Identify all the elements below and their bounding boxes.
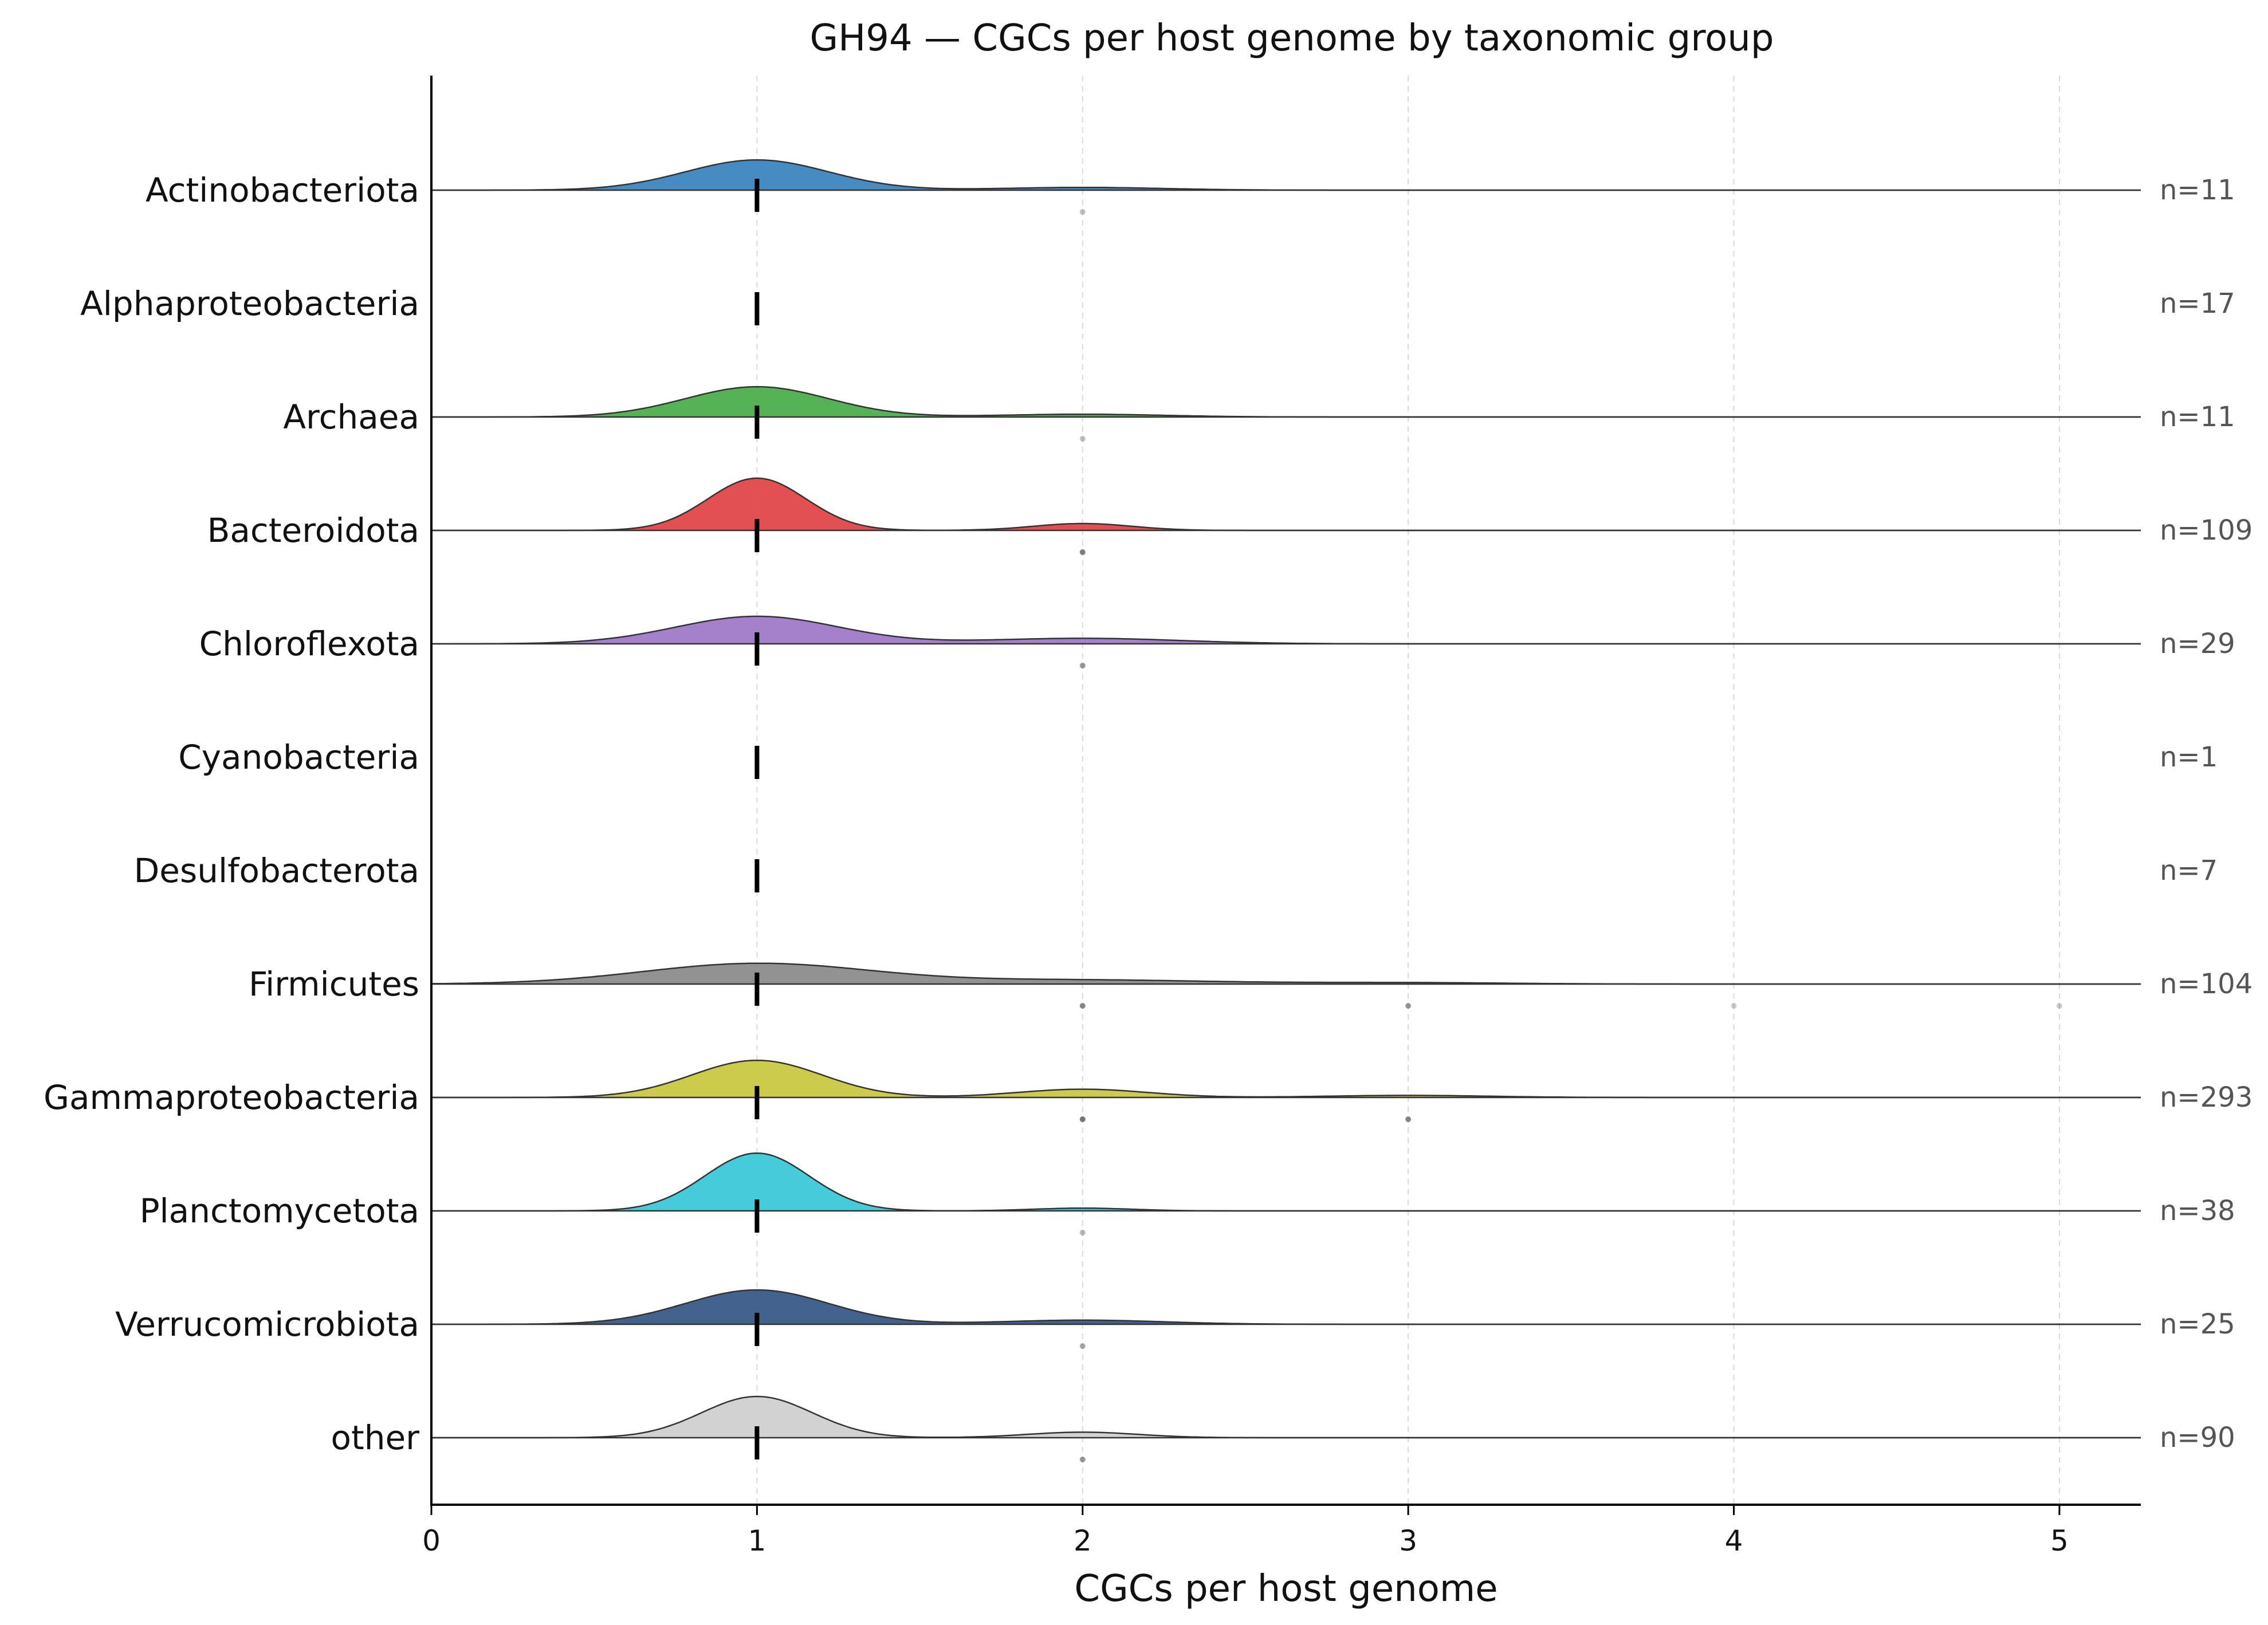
ridge-gammaproteobacteria: Gammaproteobacteria n=293 (44, 1059, 2253, 1122)
count-label: n=29 (2160, 628, 2235, 660)
ridge-archaea: Archaea n=11 (283, 385, 2235, 442)
x-tick-label: 1 (748, 1524, 766, 1557)
outlier-point (1079, 663, 1086, 668)
outlier-point (1079, 1343, 1086, 1349)
ridges: Actinobacteriota n=11 Alphaproteobacteria n… (44, 159, 2253, 1462)
outlier-point (1079, 1230, 1086, 1236)
category-label: Desulfobacterota (134, 851, 419, 890)
category-label: Planctomycetota (140, 1191, 419, 1230)
grid-lines (756, 76, 2060, 1505)
count-label: n=17 (2160, 288, 2235, 320)
count-label: n=293 (2160, 1081, 2253, 1114)
count-label: n=90 (2160, 1422, 2235, 1454)
density-area (431, 387, 2141, 417)
outlier-point (1079, 549, 1086, 555)
axes (430, 76, 2141, 1506)
ridge-planctomycetota: Planctomycetota n=38 (140, 1152, 2235, 1236)
category-label: Firmicutes (249, 965, 419, 1004)
count-label: n=25 (2160, 1308, 2235, 1340)
category-label: Bacteroidota (207, 511, 419, 550)
outlier-point (1079, 1457, 1086, 1462)
count-label: n=38 (2160, 1195, 2235, 1227)
outlier-point (1731, 1003, 1737, 1009)
density-area (431, 1290, 2141, 1324)
ridge-bacteroidota: Bacteroidota n=109 (207, 477, 2253, 555)
ridge-alphaproteobacteria: Alphaproteobacteria n=17 (80, 284, 2235, 325)
category-label: Chloroflexota (199, 624, 419, 663)
outlier-point (1079, 1116, 1086, 1122)
count-label: n=11 (2160, 401, 2235, 433)
ridge-actinobacteriota: Actinobacteriota n=11 (146, 159, 2235, 215)
x-ticks: 0 1 2 3 4 5 (422, 1505, 2069, 1557)
outlier-point (1405, 1116, 1412, 1122)
category-label: Verrucomicrobiota (115, 1305, 419, 1344)
outlier-point (1079, 436, 1086, 442)
outlier-point (2056, 1003, 2062, 1009)
count-label: n=7 (2160, 855, 2218, 887)
density-area (431, 160, 2141, 190)
ridge-verrucomicrobiota: Verrucomicrobiota n=25 (115, 1289, 2235, 1349)
category-label: Gammaproteobacteria (44, 1078, 419, 1117)
x-tick-label: 2 (1074, 1524, 1092, 1557)
density-area (431, 478, 2141, 530)
count-label: n=104 (2160, 968, 2253, 1000)
count-label: n=1 (2160, 741, 2218, 773)
category-label: other (331, 1418, 419, 1457)
ridge-chloroflexota: Chloroflexota n=29 (199, 615, 2235, 668)
density-area (431, 963, 2141, 984)
count-label: n=109 (2160, 514, 2253, 546)
x-tick-label: 5 (2050, 1524, 2069, 1557)
category-label: Actinobacteriota (146, 171, 419, 210)
count-label: n=11 (2160, 174, 2235, 206)
ridge-cyanobacteria: Cyanobacteria n=1 (178, 738, 2218, 779)
outlier-point (1079, 1003, 1086, 1009)
chart-title: GH94 — CGCs per host genome by taxonomic… (810, 17, 1774, 60)
outlier-point (1405, 1003, 1412, 1009)
density-area (431, 1153, 2141, 1211)
ridge-firmicutes: Firmicutes n=104 (249, 962, 2253, 1009)
density-area (431, 616, 2141, 644)
ridge-desulfobacterota: Desulfobacterota n=7 (134, 851, 2218, 892)
density-area (431, 1060, 2141, 1097)
category-label: Alphaproteobacteria (80, 284, 419, 323)
category-label: Archaea (283, 398, 419, 436)
x-tick-label: 0 (422, 1524, 441, 1557)
category-label: Cyanobacteria (178, 738, 419, 777)
outlier-point (1079, 209, 1086, 215)
density-area (431, 1396, 2141, 1438)
x-tick-label: 3 (1399, 1524, 1417, 1557)
x-axis-label: CGCs per host genome (1074, 1568, 1497, 1610)
x-tick-label: 4 (1725, 1524, 1743, 1557)
ridge-other: other n=90 (331, 1395, 2235, 1462)
